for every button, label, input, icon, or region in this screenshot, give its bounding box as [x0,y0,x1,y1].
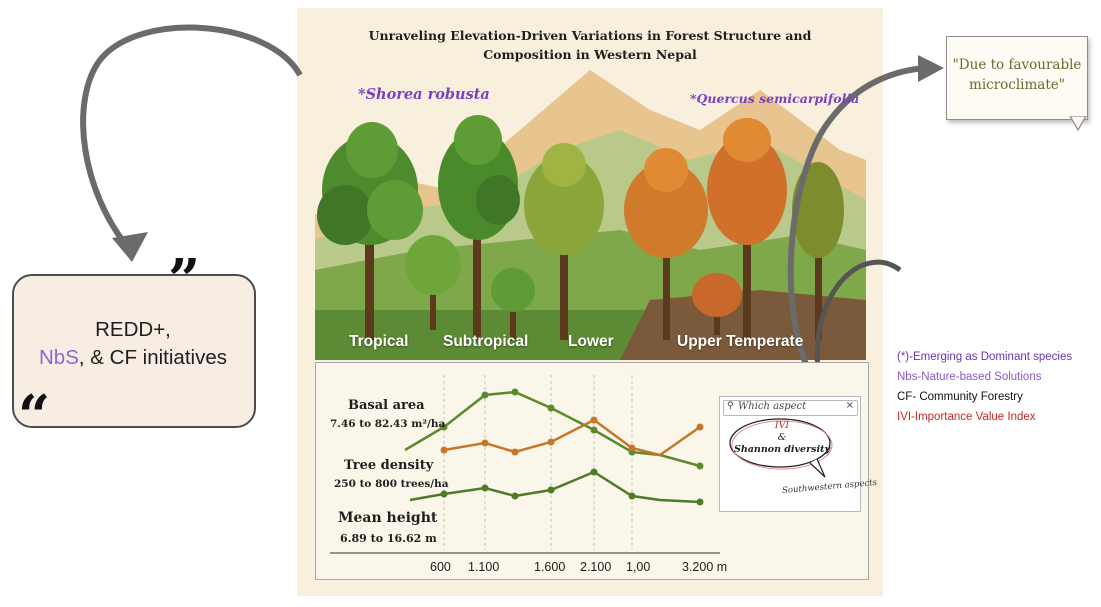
nbs-text: NbS [39,346,79,369]
ivi-shannon-bubble: IVI & Shannon diversity [732,420,832,472]
close-icon[interactable]: × [845,400,854,411]
tree-olive [524,143,604,340]
tree-green-small [405,235,461,330]
tree-olive-2 [792,162,844,340]
search-input[interactable]: ⚲ Which aspect × [723,400,858,416]
tree-density-points [440,416,704,456]
speech-bubble-shape [729,418,833,478]
bubble-shannon: Shannon diversity [734,444,830,455]
gridlines [443,375,633,550]
x-tick-2100: 2.100 [580,560,612,574]
left-curve-arrow [80,24,303,252]
right-arrow-head [918,55,944,82]
tree-green-1 [317,122,423,340]
species-shorea: *Shorea robusta [358,86,490,103]
zone-upper-temperate: Upper Temperate [677,333,804,350]
bubble-amp: & [777,432,787,443]
search-query: Which aspect [738,401,807,412]
species-quercus: *Quercus semicarpifolia [690,91,860,106]
tree-density-label: Tree density [344,458,434,473]
tree-orange-2 [707,118,787,340]
basal-area-range: 7.46 to 82.43 m²/ha [330,418,446,430]
legend-dominant-species: (*)-Emerging as Dominant species [897,351,1073,363]
right-swirl [814,259,902,396]
initiatives-text: REDD+, NbS, & CF initiatives [20,316,246,372]
zone-subtropical: Subtropical [443,333,529,350]
microclimate-quote-text: "Due to favourable microclimate" [952,57,1082,93]
mean-height-label: Mean height [338,510,438,526]
bubble-ivi-text: IVI [774,420,790,431]
tree-density-line [443,418,701,457]
tree-green-small-2 [491,268,535,340]
x-tick-1600: 1.600 [534,560,566,574]
tree-orange-small [692,273,742,335]
basal-area-label: Basal area [348,398,425,413]
cf-text: , & CF initiatives [78,346,227,369]
poster-title: Unraveling Elevation-Driven Variations i… [368,28,812,62]
legend-cf: CF- Community Forestry [897,391,1023,403]
mean-height-line [409,470,701,504]
tree-density-range: 250 to 800 trees/ha [334,478,449,490]
microclimate-quote-box [946,36,1088,120]
right-curve-arrow [787,65,926,397]
x-tick-100: 1,00 [626,560,651,574]
mean-height-points [440,468,704,506]
abbreviation-legend: (*)-Emerging as Dominant species Nbs-Nat… [897,347,1072,427]
redd-text: REDD+, [95,318,171,341]
close-quote-icon: “ [18,383,51,449]
initiatives-quote-box [12,274,256,428]
tree-green-2 [438,115,520,340]
x-tick-3200: 3.200 m [682,560,728,574]
x-tick-1100: 1.100 [468,560,500,574]
basal-area-points [440,388,704,470]
open-quote-icon: ” [168,247,201,313]
zone-lower: Lower [568,333,614,350]
zone-tropical: Tropical [349,333,409,350]
legend-ivi: IVI-Importance Value Index [897,411,1036,423]
x-tick-600: 600 [430,560,451,574]
left-arrow-head [112,232,148,262]
quote-tail [1069,116,1087,132]
legend-nbs: Nbs-Nature-based Solutions [897,371,1042,383]
mean-height-range: 6.89 to 16.62 m [340,532,437,545]
search-icon: ⚲ [727,401,734,411]
tree-orange-1 [624,148,708,340]
